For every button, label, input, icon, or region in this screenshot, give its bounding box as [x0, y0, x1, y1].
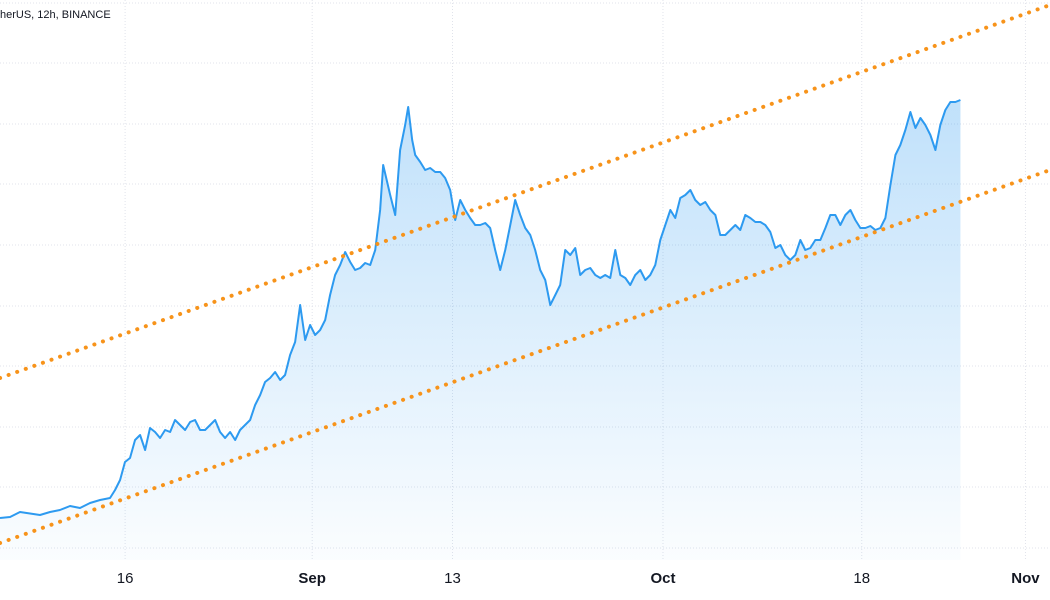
price-line	[0, 99, 961, 519]
x-tick-label: Sep	[298, 570, 326, 587]
area-fill	[0, 100, 961, 560]
plot	[0, 3, 1050, 560]
x-axis: 16 Sep 13 Oct 18 Nov	[117, 570, 1041, 587]
x-tick-label: 18	[853, 570, 870, 587]
trend-line	[0, 168, 1050, 545]
x-tick-label: 16	[117, 570, 134, 587]
x-tick-label: 13	[444, 570, 461, 587]
x-tick-label: Nov	[1011, 570, 1040, 587]
trend-line	[0, 3, 1050, 380]
symbol-header: herUS, 12h, BINANCE	[0, 9, 111, 21]
x-tick-label: Oct	[650, 570, 675, 587]
